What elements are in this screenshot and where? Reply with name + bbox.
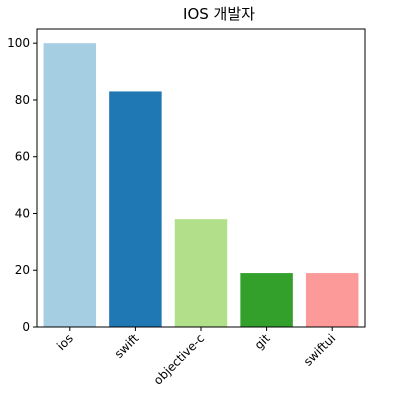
y-tick-label: 100 [7,36,30,50]
y-tick-label: 20 [15,263,30,277]
x-tick-label: git [252,331,273,352]
bar-swiftui [305,273,359,327]
chart-title: IOS 개발자 [183,5,255,23]
bar-swift [109,91,162,327]
y-tick-label: 40 [15,206,30,220]
bar-objective-c [174,219,228,327]
bars-group [43,43,359,327]
x-tick-label: objective-c [151,331,207,387]
x-tick-label: swift [112,331,142,361]
y-tick-label: 80 [15,93,30,107]
y-tick-label: 60 [15,150,30,164]
y-tick-label: 0 [22,320,30,334]
bar-git [240,273,293,327]
plot-frame [36,28,366,328]
x-tick-label: swiftui [301,331,339,369]
bar-ios [43,43,97,327]
x-tick-label: ios [54,331,76,353]
